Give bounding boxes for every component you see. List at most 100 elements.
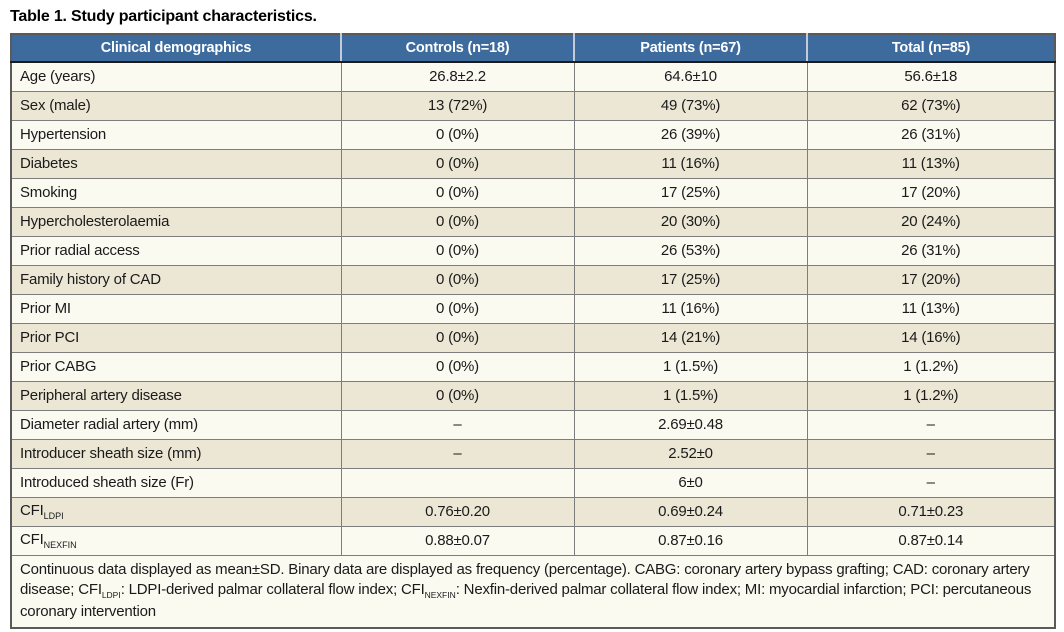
row-value: 56.6±18 [806, 61, 1056, 92]
header-row: Clinical demographics Controls (n=18) Pa… [11, 34, 1055, 63]
row-value: 11 (16%) [573, 148, 808, 179]
column-header-controls: Controls (n=18) [340, 34, 574, 63]
footnote-subscript: NEXFIN [424, 590, 456, 601]
row-value: 17 (20%) [806, 177, 1056, 208]
row-value: 1 (1.2%) [806, 351, 1056, 382]
table-row: CFINEXFIN 0.88±0.07 0.87±0.16 0.87±0.14 [10, 525, 1056, 556]
row-value: 0 (0%) [340, 380, 575, 411]
row-label: Sex (male) [10, 90, 342, 121]
table-row: Sex (male) 13 (72%) 49 (73%) 62 (73%) [10, 90, 1056, 121]
row-value: 1 (1.2%) [806, 380, 1056, 411]
row-value: 26 (39%) [573, 119, 808, 150]
row-label: CFINEXFIN [10, 525, 342, 556]
row-value: 26 (53%) [573, 235, 808, 266]
row-value: 0.88±0.07 [340, 525, 575, 556]
row-value: 11 (13%) [806, 148, 1056, 179]
row-value: 2.52±0 [573, 438, 808, 469]
row-value: 11 (13%) [806, 293, 1056, 324]
row-value: 0.87±0.16 [573, 525, 808, 556]
row-label: Peripheral artery disease [10, 380, 342, 411]
column-header-patients: Patients (n=67) [573, 34, 807, 63]
row-value: 62 (73%) [806, 90, 1056, 121]
table-title: Table 1. Study participant characteristi… [10, 8, 317, 25]
row-value: 13 (72%) [340, 90, 575, 121]
row-value: 14 (16%) [806, 322, 1056, 353]
column-header-clinical-demographics: Clinical demographics [11, 34, 341, 63]
row-value: 26.8±2.2 [340, 61, 575, 92]
row-label: CFILDPI [10, 496, 342, 527]
table-row: Diameter radial artery (mm) –2.69±0.48– [10, 409, 1056, 440]
table-row: Hypertension 0 (0%) 26 (39%) 26 (31%) [10, 119, 1056, 150]
row-label: Introduced sheath size (Fr) [10, 467, 342, 498]
table-body: Age (years) 26.8±2.2 64.6±10 56.6±18 Sex (ma… [10, 61, 1056, 556]
row-value: 26 (31%) [806, 235, 1056, 266]
table-row: Prior MI 0 (0%) 11 (16%) 11 (13%) [10, 293, 1056, 324]
row-value: 0.71±0.23 [806, 496, 1056, 527]
row-value: 20 (30%) [573, 206, 808, 237]
row-label: Diameter radial artery (mm) [10, 409, 342, 440]
table-row: CFILDPI 0.76±0.20 0.69±0.24 0.71±0.23 [10, 496, 1056, 527]
row-value: 64.6±10 [573, 61, 808, 92]
row-value: 17 (25%) [573, 177, 808, 208]
table-row: Prior CABG 0 (0%) 1 (1.5%) 1 (1.2%) [10, 351, 1056, 382]
row-value: – [340, 438, 575, 469]
table-row: Family history of CAD 0 (0%) 17 (25%) 17 (2… [10, 264, 1056, 295]
row-value: 0 (0%) [340, 206, 575, 237]
footnote-subscript: LDPI [101, 590, 121, 601]
footnote-segment: Continuous data displayed as mean±SD. Bi… [20, 560, 1030, 599]
row-value: 14 (21%) [573, 322, 808, 353]
table-row: Diabetes 0 (0%) 11 (16%) 11 (13%) [10, 148, 1056, 179]
row-label: Smoking [10, 177, 342, 208]
row-value: 0 (0%) [340, 322, 575, 353]
row-label: Hypercholesterolaemia [10, 206, 342, 237]
row-value: – [806, 409, 1056, 440]
footnote-segment: : LDPI-derived palmar collateral flow in… [120, 581, 425, 599]
table-row: Peripheral artery disease 0 (0%) 1 (1.5%) 1… [10, 380, 1056, 411]
row-value: 6±0 [573, 467, 808, 498]
footnote-segment: : Nexfin-derived palmar collateral flow … [20, 581, 1032, 620]
row-label: Prior PCI [10, 322, 342, 353]
footnote-row: Continuous data displayed as mean±SD. Bi… [10, 554, 1056, 629]
row-value: 0 (0%) [340, 177, 575, 208]
row-value: 17 (25%) [573, 264, 808, 295]
row-label-subscript: LDPI [43, 511, 64, 521]
row-value: 0 (0%) [340, 293, 575, 324]
row-value: 2.69±0.48 [573, 409, 808, 440]
row-label: Family history of CAD [10, 264, 342, 295]
table-row: Prior PCI 0 (0%) 14 (21%) 14 (16%) [10, 322, 1056, 353]
row-value: – [806, 438, 1056, 469]
table-row: Prior radial access 0 (0%) 26 (53%) 26 (31%… [10, 235, 1056, 266]
participant-characteristics-table: Clinical demographics Controls (n=18) Pa… [10, 33, 1056, 629]
row-label: Introducer sheath size (mm) [10, 438, 342, 469]
row-value: 0 (0%) [340, 264, 575, 295]
row-value [340, 467, 575, 498]
table-row: Introduced sheath size (Fr) 6±0– [10, 467, 1056, 498]
table-row: Age (years) 26.8±2.2 64.6±10 56.6±18 [10, 61, 1056, 92]
row-value: 1 (1.5%) [573, 380, 808, 411]
row-value: – [806, 467, 1056, 498]
row-label: Diabetes [10, 148, 342, 179]
row-label: Age (years) [10, 61, 342, 92]
table-header: Clinical demographics Controls (n=18) Pa… [11, 34, 1055, 63]
row-label: Prior radial access [10, 235, 342, 266]
row-value: 20 (24%) [806, 206, 1056, 237]
table-footer: Continuous data displayed as mean±SD. Bi… [10, 554, 1056, 629]
row-value: 0 (0%) [340, 351, 575, 382]
table-row: Introducer sheath size (mm) –2.52±0– [10, 438, 1056, 469]
row-value: 11 (16%) [573, 293, 808, 324]
row-label: Prior CABG [10, 351, 342, 382]
row-value: 0.69±0.24 [573, 496, 808, 527]
footnote-text: Continuous data displayed as mean±SD. Bi… [10, 554, 1056, 629]
table-row: Hypercholesterolaemia 0 (0%) 20 (30%) 20 (2… [10, 206, 1056, 237]
row-value: – [340, 409, 575, 440]
column-header-total: Total (n=85) [806, 34, 1055, 63]
row-value: 49 (73%) [573, 90, 808, 121]
row-value: 1 (1.5%) [573, 351, 808, 382]
row-value: 0 (0%) [340, 119, 575, 150]
row-value: 0 (0%) [340, 148, 575, 179]
row-value: 0.87±0.14 [806, 525, 1056, 556]
row-label: Prior MI [10, 293, 342, 324]
row-value: 0.76±0.20 [340, 496, 575, 527]
table-row: Smoking 0 (0%) 17 (25%) 17 (20%) [10, 177, 1056, 208]
